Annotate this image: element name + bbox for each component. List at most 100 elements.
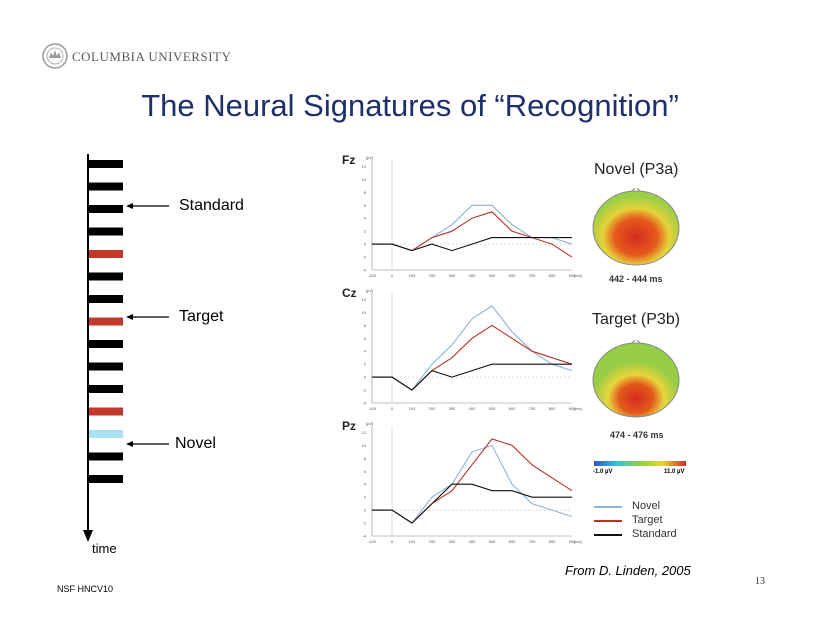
citation: From D. Linden, 2005 [565, 563, 691, 578]
erp-x-tick-label: 900 [569, 539, 576, 544]
erp-x-tick-label: -100 [368, 539, 377, 544]
time-axis-label: time [92, 541, 117, 556]
erp-x-tick-label: 0 [391, 273, 394, 278]
legend-label-novel: Novel [632, 500, 661, 512]
erp-x-tick-label: 600 [509, 273, 516, 278]
standard-arrow-icon [126, 203, 169, 209]
colorbar-max-label: 11.0 µV [664, 469, 685, 475]
target-label: Target [179, 308, 224, 325]
novel-arrow-icon [126, 441, 169, 447]
erp-y-tick-label: 8 [364, 456, 367, 461]
stimulus-bar-standard [89, 182, 123, 191]
erp-x-tick-label: 500 [489, 406, 496, 411]
erp-series-standard [372, 237, 572, 252]
erp-panel-cz: Cz [µV] 12 10 8 6 4 2 0 -2 -4-100 0 100 200 300 400 500 6… [342, 286, 582, 411]
erp-y-tick-label: 12 [362, 164, 367, 169]
erp-y-unit-label: [µV] [366, 288, 373, 293]
target-topomap-title: Target (P3b) [592, 311, 681, 328]
university-logo-text: COLUMBIA UNIVERSITY [72, 49, 232, 64]
erp-x-tick-label: 200 [429, 406, 436, 411]
stimulus-bar-standard [89, 452, 123, 461]
erp-x-tick-label: 600 [509, 406, 516, 411]
stimulus-bar-standard [89, 205, 123, 213]
erp-x-tick-label: 700 [529, 406, 536, 411]
erp-y-tick-label: 6 [364, 336, 367, 341]
erp-y-unit-label: [µV] [366, 155, 373, 160]
erp-x-tick-label: -100 [368, 273, 377, 278]
legend-label-standard: Standard [632, 528, 677, 540]
erp-y-tick-label: 10 [362, 443, 367, 448]
legend-label-target: Target [632, 514, 663, 526]
standard-label: Standard [179, 197, 244, 214]
novel-topomap-title: Novel (P3a) [594, 161, 679, 178]
erp-y-tick-label: 6 [364, 469, 367, 474]
colorbar-min-label: -1.0 µV [593, 469, 613, 475]
erp-panel-label: Cz [342, 286, 357, 300]
erp-y-tick-label: 10 [362, 177, 367, 182]
erp-x-tick-label: 400 [469, 273, 476, 278]
erp-x-tick-label: 700 [529, 273, 536, 278]
erp-x-tick-label: 200 [429, 539, 436, 544]
stimulus-bar-novel [89, 430, 123, 438]
erp-x-tick-label: 800 [549, 539, 556, 544]
erp-x-tick-label: 200 [429, 273, 436, 278]
time-axis-arrow-icon [83, 530, 93, 542]
erp-x-tick-label: 300 [449, 273, 456, 278]
voltage-colorbar [594, 461, 686, 466]
novel-label: Novel [175, 435, 216, 452]
novel-p3a-topomap [592, 188, 680, 266]
erp-panel-pz: Pz [µV] 12 10 8 6 4 2 0 -2 -4-100 0 100 200 300 400 500 6… [342, 419, 582, 544]
erp-x-unit-label: [ms] [574, 539, 582, 544]
erp-y-tick-label: -4 [362, 534, 366, 539]
erp-y-tick-label: 2 [364, 362, 367, 367]
erp-y-tick-label: 0 [364, 508, 367, 513]
erp-y-tick-label: 2 [364, 229, 367, 234]
erp-x-tick-label: 400 [469, 406, 476, 411]
erp-series-standard [372, 483, 572, 524]
erp-y-unit-label: [µV] [366, 421, 373, 426]
erp-x-tick-label: 500 [489, 273, 496, 278]
novel-topomap-caption: 442 - 444 ms [609, 274, 663, 284]
erp-series-novel [372, 305, 573, 391]
stimulus-bar-standard [89, 475, 123, 483]
erp-series-standard [372, 363, 572, 391]
erp-y-tick-label: -2 [362, 388, 366, 393]
erp-y-tick-label: 4 [364, 482, 367, 487]
erp-x-unit-label: [ms] [574, 273, 582, 278]
columbia-crown-seal-icon [42, 43, 68, 69]
target-arrow-icon [126, 314, 169, 320]
erp-y-tick-label: 0 [364, 242, 367, 247]
slide-number: 13 [755, 576, 765, 587]
erp-x-tick-label: 300 [449, 539, 456, 544]
stimulus-bar-standard [89, 362, 123, 371]
erp-x-tick-label: -100 [368, 406, 377, 411]
stimulus-bar-standard [89, 272, 123, 281]
erp-panel-label: Pz [342, 419, 356, 433]
target-topomap-caption: 474 - 476 ms [610, 430, 664, 440]
erp-y-tick-label: -2 [362, 255, 366, 260]
erp-y-tick-label: 12 [362, 297, 367, 302]
footer-label: NSF HNCV10 [57, 584, 114, 594]
stimulus-sequence-diagram [83, 154, 123, 542]
erp-y-tick-label: -4 [362, 268, 366, 273]
stimulus-bar-target [89, 407, 123, 416]
stimulus-annotation-arrows [126, 203, 169, 447]
erp-x-tick-label: 100 [409, 273, 416, 278]
stimulus-bar-standard [89, 295, 123, 303]
erp-y-tick-label: -2 [362, 521, 366, 526]
erp-x-tick-label: 700 [529, 539, 536, 544]
erp-x-tick-label: 400 [469, 539, 476, 544]
erp-series-target [372, 211, 573, 258]
erp-y-tick-label: 12 [362, 430, 367, 435]
erp-x-tick-label: 600 [509, 539, 516, 544]
erp-x-tick-label: 500 [489, 539, 496, 544]
stimulus-bar-target [89, 317, 123, 326]
erp-x-tick-label: 900 [569, 406, 576, 411]
erp-x-tick-label: 900 [569, 273, 576, 278]
erp-x-unit-label: [ms] [574, 406, 582, 411]
stimulus-bar-target [89, 250, 123, 258]
erp-y-tick-label: 4 [364, 349, 367, 354]
erp-y-tick-label: 4 [364, 216, 367, 221]
stimulus-bar-standard [89, 340, 123, 348]
